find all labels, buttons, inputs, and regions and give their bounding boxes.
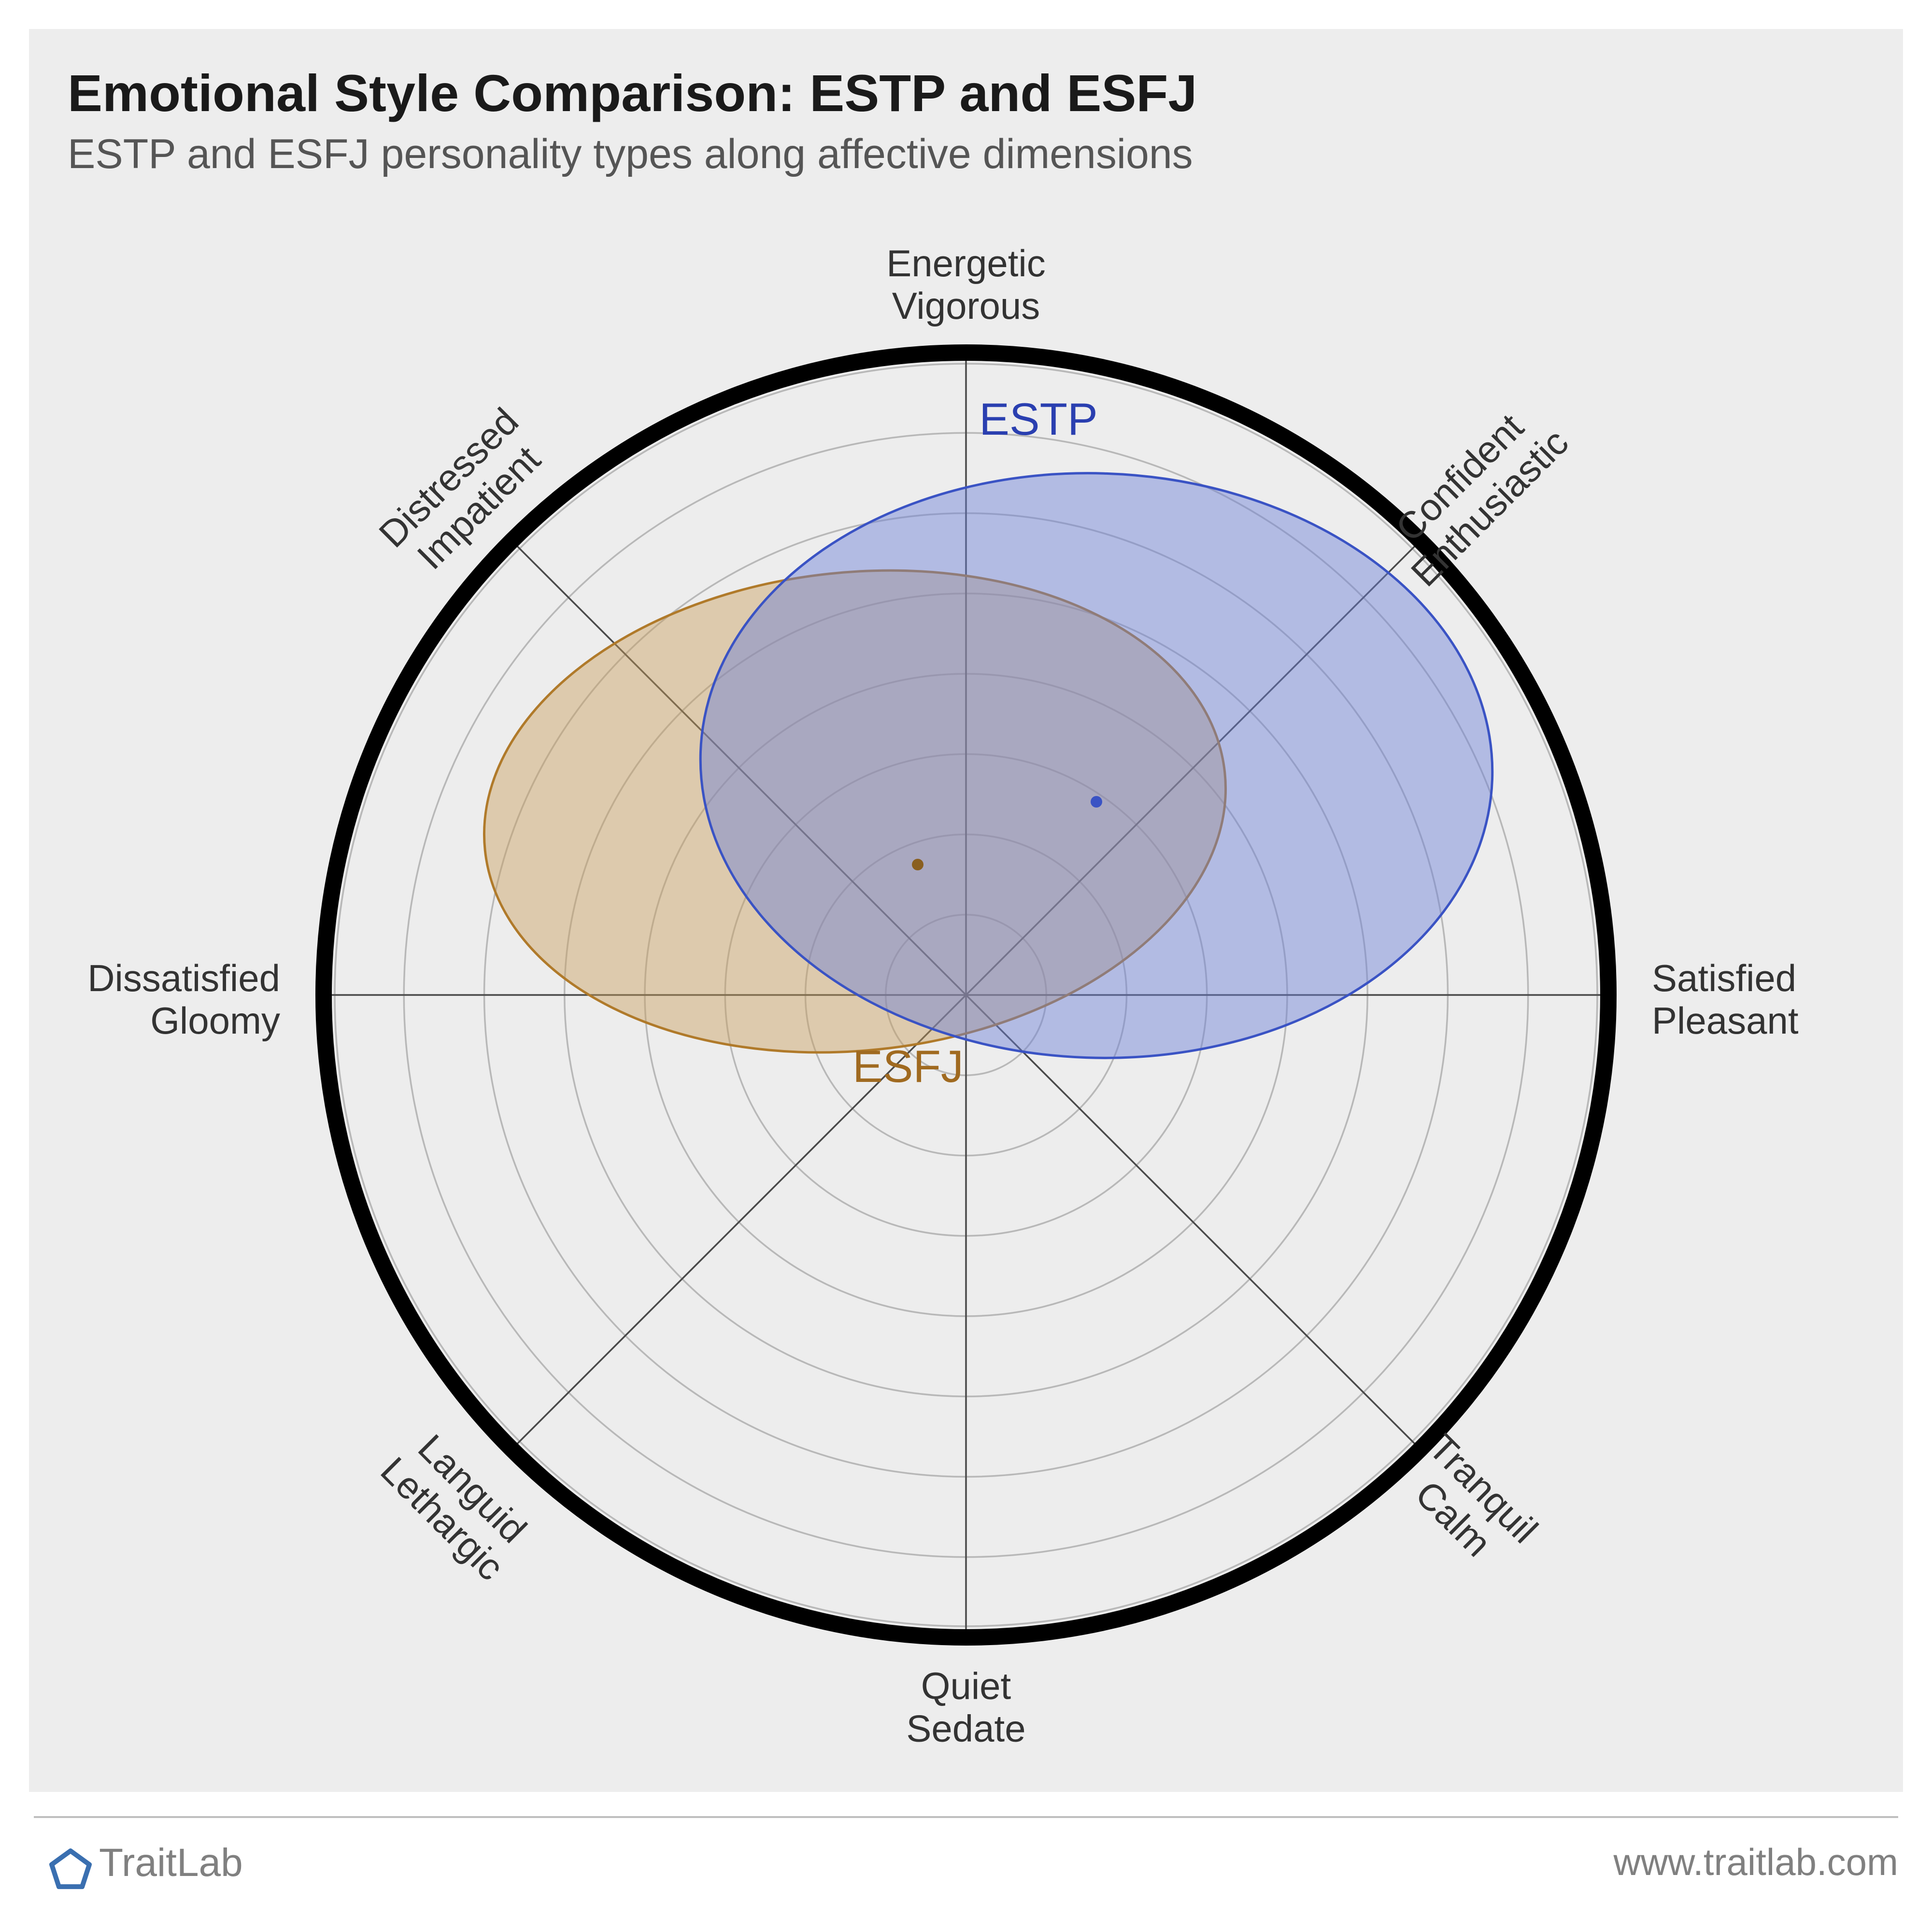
dot-ESFJ [912, 859, 923, 870]
axis-label: Dissatisfied [87, 957, 280, 999]
series-label-ESFJ: ESFJ [852, 1041, 964, 1092]
axis-label: Gloomy [150, 999, 280, 1042]
axis-label: Pleasant [1652, 999, 1799, 1042]
polar-chart: ESTP ESFJ EnergeticVigorous ConfidentEnthus… [0, 0, 1932, 1932]
logo-pentagon [52, 1851, 89, 1887]
axis-label: Satisfied [1652, 957, 1796, 999]
page: Emotional Style Comparison: ESTP and ESF… [0, 0, 1932, 1932]
axis-label: Energetic [886, 242, 1046, 284]
dot-ESTP [1091, 796, 1102, 808]
axis-label-group: ConfidentEnthusiastic [1373, 391, 1577, 595]
axis-label: Quiet [921, 1665, 1011, 1707]
traitlab-logo-icon [46, 1845, 95, 1894]
footer-brand: TraitLab [99, 1840, 243, 1886]
footer-divider [34, 1816, 1898, 1818]
series-label-ESTP: ESTP [979, 394, 1098, 444]
spoke [966, 995, 1420, 1449]
axis-label: Sedate [906, 1707, 1025, 1750]
axis-label: Vigorous [892, 284, 1040, 327]
footer-url: www.traitlab.com [1614, 1840, 1899, 1884]
